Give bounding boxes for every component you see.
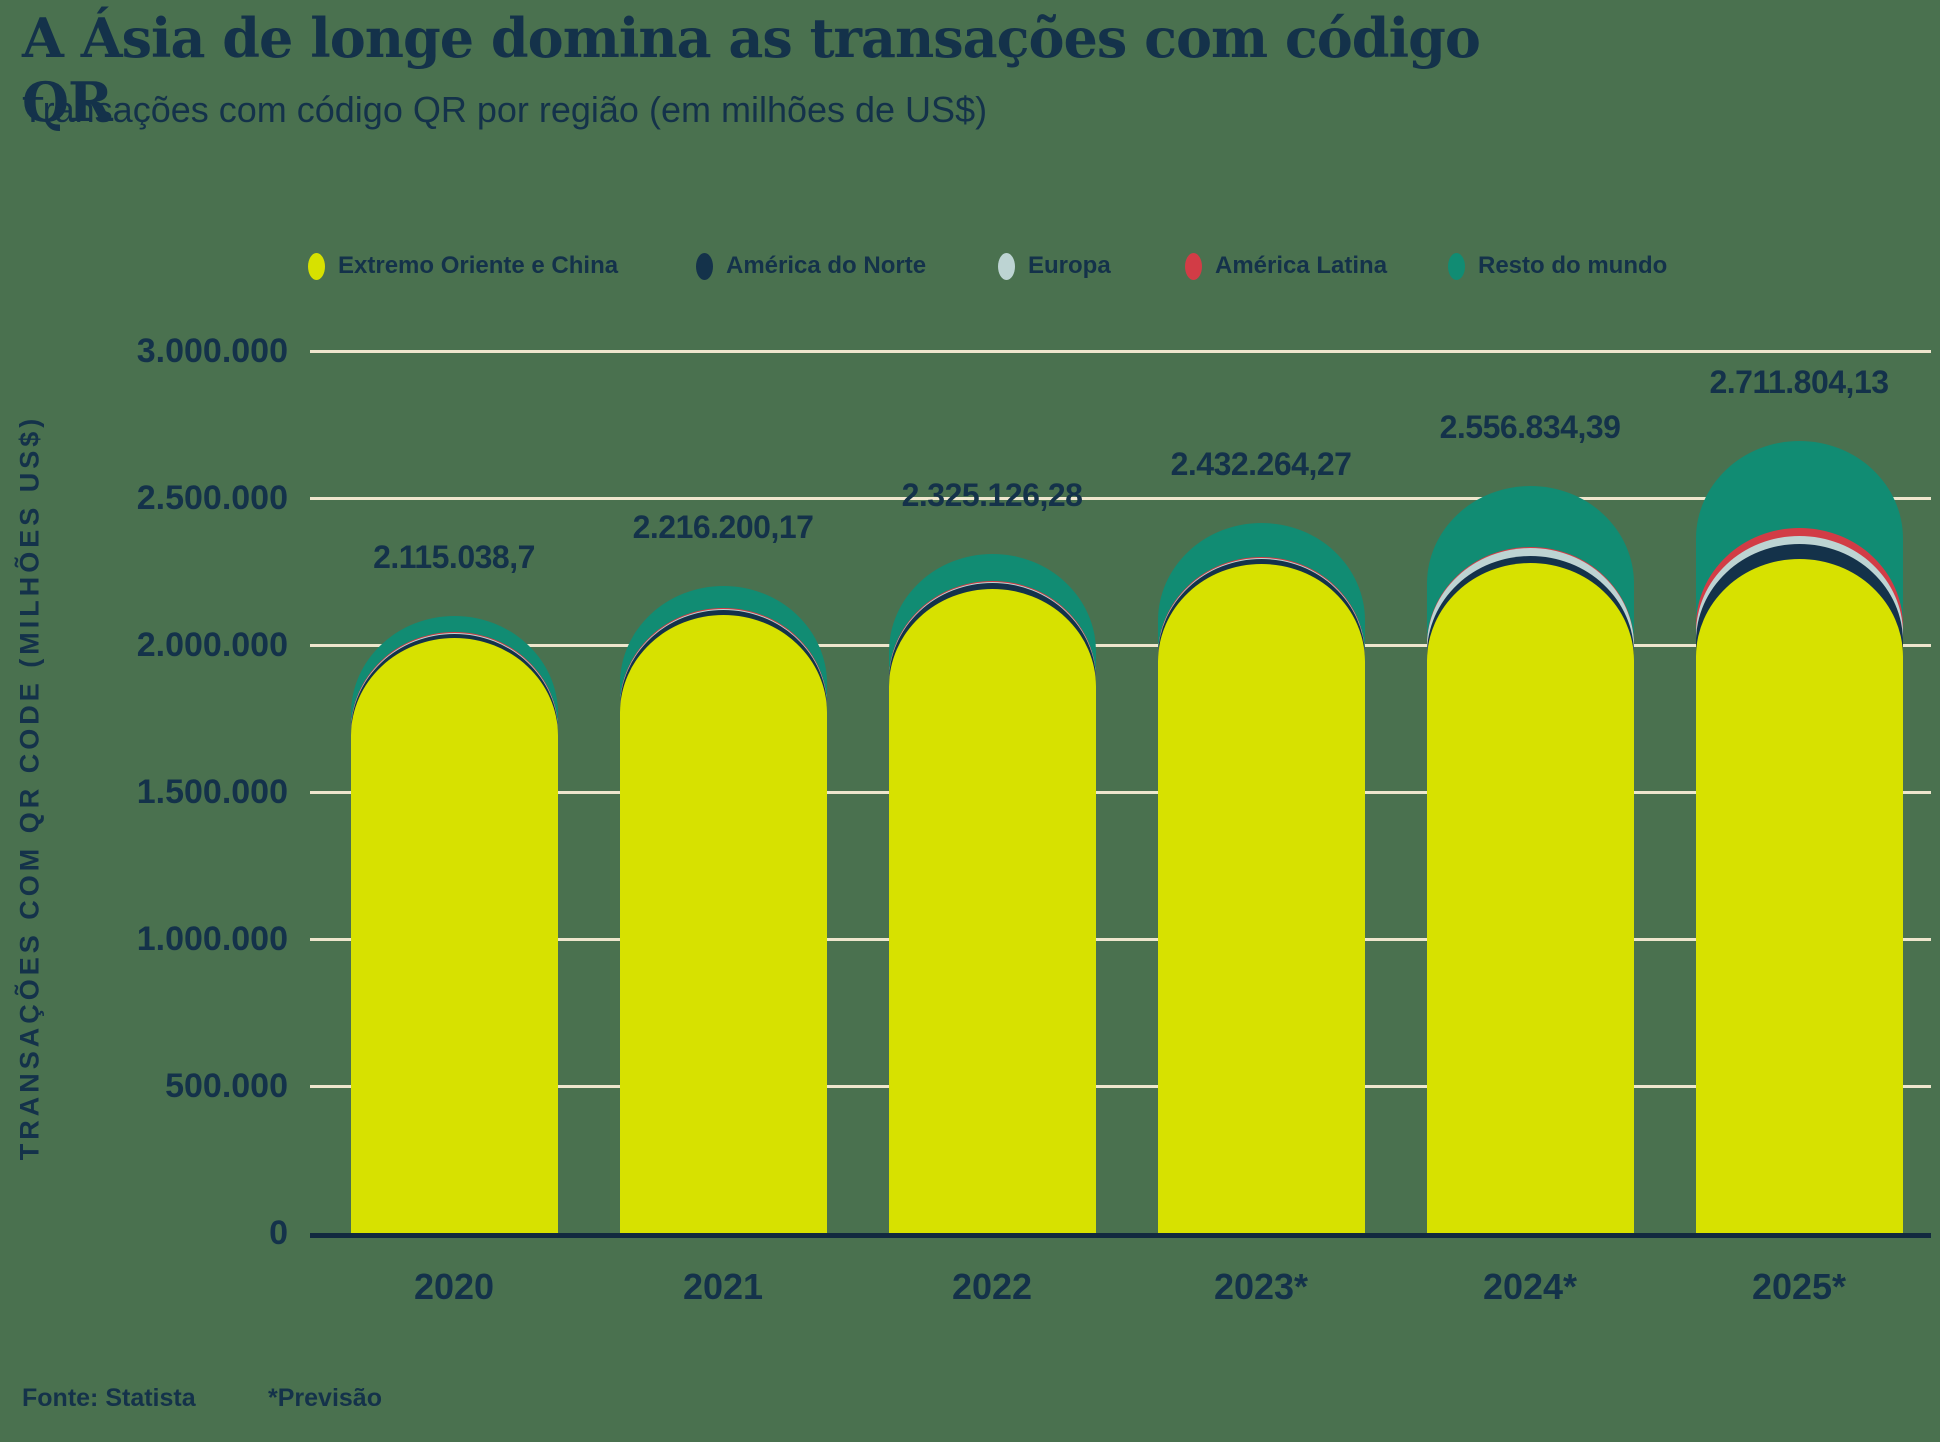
gridline: [310, 644, 1931, 647]
bar-segment-extremo-oriente-e-china-2023: [1157, 563, 1365, 1238]
bar-value-label: 2.216.200,17: [632, 509, 814, 546]
x-tick-label: 2021: [682, 1266, 764, 1307]
y-tick-label: 500.000: [165, 1067, 288, 1105]
y-tick-label: 3.000.000: [136, 332, 288, 370]
source-note: Fonte: Statista: [22, 1384, 196, 1412]
y-tick-label: 2.500.000: [136, 479, 288, 517]
bar-value-label: 2.432.264,27: [1170, 445, 1352, 482]
forecast-note: *Previsão: [268, 1384, 382, 1412]
bar-segment-extremo-oriente-e-china-2022: [888, 588, 1096, 1238]
legend-item-am-rica-latina: América Latina: [1185, 252, 1387, 280]
bar-segment-extremo-oriente-e-china-2021: [619, 614, 827, 1238]
legend-swatch-icon: [1448, 252, 1465, 280]
legend-label: Resto do mundo: [1478, 252, 1668, 279]
y-tick-label: 1.500.000: [136, 773, 288, 811]
bar-value-label: 2.556.834,39: [1439, 409, 1621, 446]
legend-item-resto-do-mundo: Resto do mundo: [1448, 252, 1667, 280]
gridline: [310, 350, 1931, 353]
legend-item-europa: Europa: [998, 252, 1111, 280]
gridline: [310, 938, 1931, 941]
legend-item-extremo-oriente-e-china: Extremo Oriente e China: [308, 252, 618, 280]
legend-label: América do Norte: [726, 252, 927, 279]
x-tick-label: 2020: [413, 1266, 495, 1307]
legend-label: Extremo Oriente e China: [338, 252, 619, 279]
x-tick-label: 2024*: [1482, 1266, 1578, 1307]
y-tick-label: 2.000.000: [136, 626, 288, 664]
legend-label: Europa: [1028, 252, 1111, 279]
legend-swatch-icon: [998, 252, 1015, 280]
chart-subtitle: Transações com código QR por região (em …: [22, 89, 988, 130]
chart-title: A Ásia de longe domina as transações com…: [22, 6, 1481, 134]
x-tick-label: 2023*: [1213, 1266, 1309, 1307]
y-tick-label: 1.000.000: [136, 920, 288, 958]
bar-segment-extremo-oriente-e-china-2024: [1426, 563, 1634, 1238]
x-tick-label: 2022: [951, 1266, 1033, 1307]
gridline: [310, 791, 1931, 794]
gridline: [310, 1085, 1931, 1088]
x-tick-label: 2025*: [1751, 1266, 1847, 1307]
bar-value-label: 2.115.038,7: [373, 539, 535, 576]
legend-swatch-icon: [1185, 252, 1202, 280]
y-tick-label: 0: [269, 1214, 288, 1252]
bar-value-label: 2.325.126,28: [901, 477, 1083, 514]
legend-item-am-rica-do-norte: América do Norte: [696, 252, 926, 280]
bar-segment-extremo-oriente-e-china-2025: [1695, 559, 1903, 1238]
legend-swatch-icon: [308, 252, 325, 280]
bar-value-label: 2.711.804,13: [1709, 363, 1889, 400]
x-axis-line: [310, 1233, 1931, 1238]
bar-segment-extremo-oriente-e-china-2020: [350, 637, 558, 1238]
gridline: [310, 497, 1931, 500]
legend-label: América Latina: [1215, 252, 1388, 279]
legend-swatch-icon: [696, 252, 713, 280]
